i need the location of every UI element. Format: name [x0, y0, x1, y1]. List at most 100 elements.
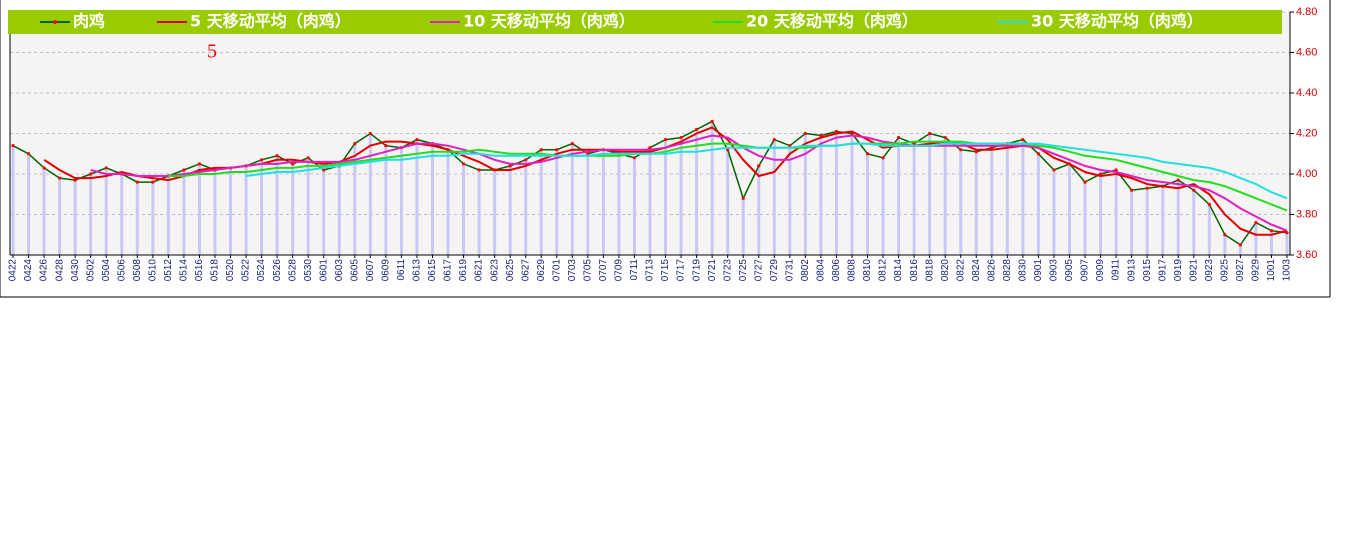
x-tick-label: 0923 [1204, 259, 1215, 282]
bar [430, 143, 434, 255]
x-tick-label: 0603 [334, 259, 345, 282]
x-tick-label: 0711 [629, 259, 640, 281]
y-tick-label: 4.60 [1296, 46, 1317, 58]
bar [1099, 174, 1103, 255]
bar [260, 159, 264, 255]
x-tick-label: 0623 [489, 259, 500, 282]
bar [1021, 139, 1025, 255]
point-marker [648, 146, 652, 150]
bar [897, 137, 901, 255]
point-marker [928, 131, 932, 136]
point-marker [275, 154, 279, 158]
bar [1176, 180, 1180, 255]
legend-label: 20 天移动平均（肉鸡） [746, 12, 918, 31]
bar [539, 149, 543, 255]
legend-label: 30 天移动平均（肉鸡） [1031, 12, 1203, 31]
point-marker [1052, 168, 1056, 172]
bar [943, 137, 947, 255]
x-tick-label: 0709 [614, 259, 625, 282]
x-tick-label: 0514 [179, 259, 190, 282]
x-tick-label: 0826 [986, 259, 997, 282]
point-marker [974, 150, 978, 154]
bar [1285, 232, 1289, 255]
bar [182, 169, 186, 255]
bar [586, 153, 590, 255]
x-tick-label: 0428 [54, 259, 65, 282]
bar [974, 151, 978, 255]
x-tick-label: 0430 [70, 259, 81, 282]
x-tick-label: 0526 [272, 259, 283, 282]
bar [664, 139, 668, 255]
bar [166, 176, 170, 255]
x-tick-label: 1003 [1282, 259, 1293, 282]
bar [850, 133, 854, 255]
bar [384, 145, 388, 255]
bar [1161, 186, 1165, 255]
x-tick-label: 0625 [505, 259, 516, 282]
point-marker [259, 158, 264, 162]
legend-label: 10 天移动平均（肉鸡） [463, 12, 635, 31]
y-tick-label: 4.80 [1296, 6, 1317, 18]
point-marker [384, 144, 388, 148]
bar [1114, 169, 1118, 255]
x-tick-label: 0822 [955, 259, 966, 282]
x-tick-label: 0804 [816, 259, 827, 282]
x-tick-label: 0617 [443, 259, 454, 282]
bar [1005, 143, 1009, 255]
x-tick-label: 0607 [365, 259, 376, 282]
point-marker [368, 131, 372, 136]
x-tick-label: 0619 [458, 259, 469, 282]
point-marker [803, 131, 807, 136]
x-tick-label: 0703 [567, 259, 578, 282]
point-marker [461, 162, 466, 166]
bar [244, 165, 248, 255]
point-marker [663, 137, 668, 142]
point-marker [896, 135, 901, 140]
point-marker [990, 146, 994, 150]
x-tick-label: 0502 [85, 259, 96, 282]
bar [912, 143, 916, 255]
series-line [90, 134, 1288, 232]
x-tick-label: 0828 [1002, 259, 1013, 282]
legend-label: 5 天移动平均（肉鸡） [190, 12, 351, 31]
bar [632, 157, 636, 255]
x-tick-label: 0905 [1064, 259, 1075, 282]
x-tick-label: 0719 [691, 259, 702, 282]
x-tick-label: 0723 [722, 259, 733, 282]
point-marker [1254, 221, 1258, 225]
point-marker [1223, 233, 1227, 237]
x-tick-label: 0528 [287, 259, 298, 282]
bar [368, 133, 372, 255]
x-tick-label: 0913 [1126, 259, 1137, 282]
point-marker [477, 168, 481, 172]
bar [508, 165, 512, 255]
bar [1192, 190, 1196, 255]
bar [772, 139, 776, 255]
x-tick-label: 0812 [878, 259, 889, 282]
bar [803, 133, 807, 255]
x-tick-label: 0516 [194, 259, 205, 282]
x-tick-label: 0701 [551, 259, 562, 282]
bar [648, 147, 652, 255]
x-tick-label: 0917 [1157, 259, 1168, 282]
point-marker [306, 156, 310, 160]
x-tick-label: 0806 [831, 259, 842, 282]
point-marker [26, 152, 31, 156]
bar [1145, 188, 1149, 255]
bar [104, 167, 108, 255]
x-tick-label: 0818 [924, 259, 935, 282]
legend-background [8, 10, 1282, 34]
bar [679, 137, 683, 255]
point-marker [104, 166, 108, 170]
point-marker [710, 119, 714, 123]
point-marker [151, 180, 155, 184]
y-tick-label: 4.00 [1296, 168, 1317, 180]
point-marker [772, 137, 776, 142]
x-tick-label: 0605 [349, 259, 360, 282]
point-marker [943, 135, 947, 140]
bar [834, 131, 838, 255]
x-tick-label: 0518 [210, 259, 221, 282]
point-marker [586, 152, 590, 156]
point-marker [1176, 178, 1180, 182]
